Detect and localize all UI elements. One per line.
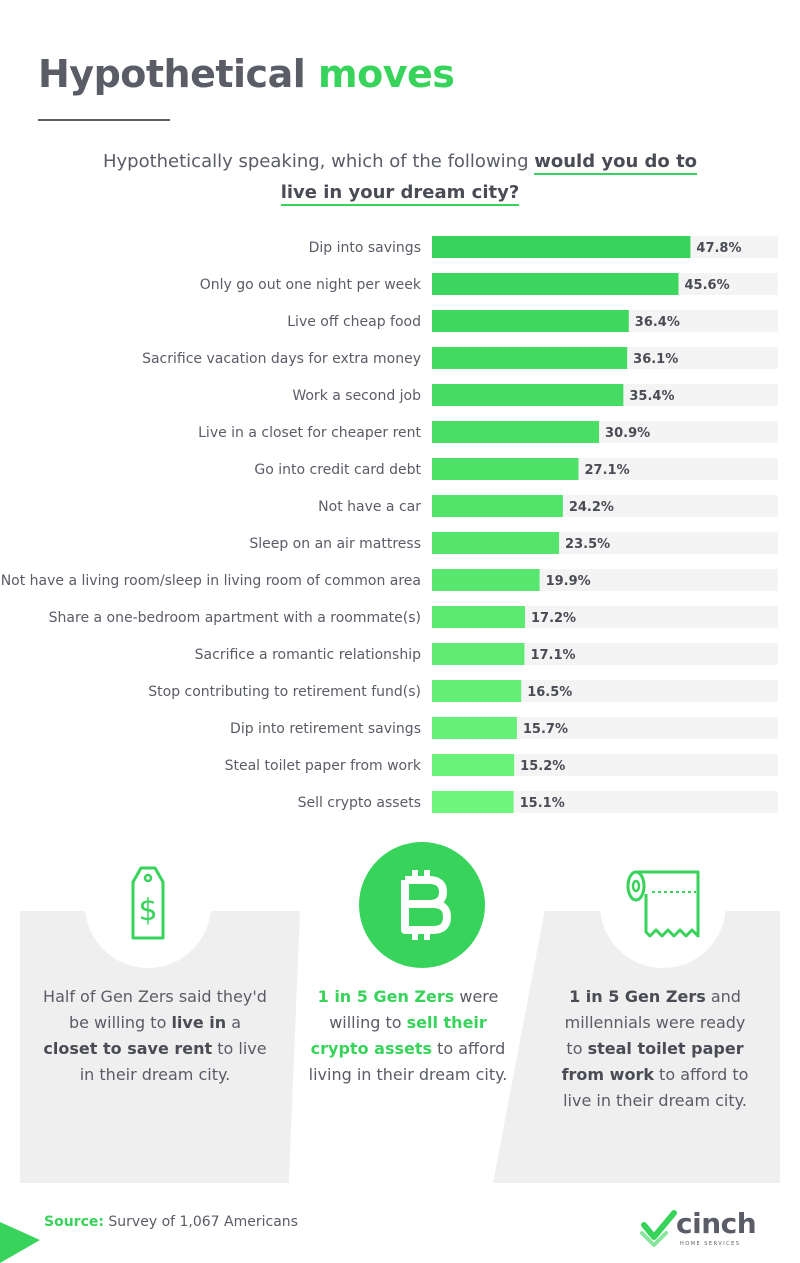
corner-chevron-icon <box>0 1222 40 1263</box>
bar <box>432 421 600 443</box>
category-label: Live in a closet for cheaper rent <box>198 425 421 441</box>
value-label: 15.1% <box>520 796 565 811</box>
bar <box>432 310 629 332</box>
category-label: Steal toilet paper from work <box>225 758 422 774</box>
stat-text-toilet-paper: 1 in 5 Gen Zers and millennials were rea… <box>561 987 749 1110</box>
category-label: Sell crypto assets <box>298 795 421 811</box>
chart-question: Hypothetically speaking, which of the fo… <box>60 146 740 208</box>
category-label: Work a second job <box>292 388 421 404</box>
value-label: 24.2% <box>569 500 614 515</box>
bar <box>432 495 563 517</box>
bitcoin-icon-circle <box>359 842 485 968</box>
value-label: 16.5% <box>527 685 572 700</box>
value-label: 19.9% <box>546 574 591 589</box>
checkmark-logo-icon <box>640 1210 677 1247</box>
price-tag-icon: $ <box>131 866 165 940</box>
category-label: Dip into savings <box>309 240 421 256</box>
bar <box>432 236 691 258</box>
bar <box>432 458 579 480</box>
cinch-logo: cinch HOME SERVICES <box>640 1205 760 1251</box>
value-label: 35.4% <box>629 389 674 404</box>
value-label: 36.4% <box>635 315 680 330</box>
bar <box>432 643 525 665</box>
value-label: 15.2% <box>520 759 565 774</box>
value-label: 45.6% <box>685 278 730 293</box>
category-label: Live off cheap food <box>287 314 421 330</box>
category-label: Not have a car <box>318 499 421 515</box>
toilet-paper-icon <box>626 870 700 938</box>
page-title: Hypothetical moves <box>38 52 455 96</box>
bar <box>432 680 522 702</box>
stat-text-closet: Half of Gen Zers said they'd be willing … <box>43 987 267 1084</box>
value-label: 30.9% <box>605 426 650 441</box>
bar-track <box>432 791 778 813</box>
category-label: Sacrifice a romantic relationship <box>195 647 421 663</box>
value-label: 15.7% <box>523 722 568 737</box>
bar <box>432 273 679 295</box>
bar <box>432 717 517 739</box>
category-label: Only go out one night per week <box>200 277 422 293</box>
category-label: Sleep on an air mattress <box>249 536 421 552</box>
category-label: Dip into retirement savings <box>230 721 421 737</box>
title-underline <box>38 119 170 121</box>
value-label: 17.2% <box>531 611 576 626</box>
svg-text:$: $ <box>138 893 157 928</box>
toilet-paper-icon-circle <box>600 842 726 968</box>
category-label: Not have a living room/sleep in living r… <box>1 573 421 589</box>
category-label: Sacrifice vacation days for extra money <box>142 351 421 367</box>
stat-text-crypto: 1 in 5 Gen Zers were willing to sell the… <box>308 987 508 1084</box>
bar-chart: Dip into savings 47.8% Only go out one nig… <box>1 236 778 813</box>
source-note: Source: Survey of 1,067 Americans <box>44 1214 298 1230</box>
bar-track <box>432 717 778 739</box>
value-label: 17.1% <box>530 648 575 663</box>
value-label: 36.1% <box>633 352 678 367</box>
category-label: Go into credit card debt <box>254 462 421 478</box>
value-label: 23.5% <box>565 537 610 552</box>
bar <box>432 384 624 406</box>
bitcoin-icon <box>401 870 451 940</box>
bar <box>432 754 515 776</box>
bar <box>432 532 560 554</box>
bar <box>432 606 525 628</box>
bar-track <box>432 754 778 776</box>
bar <box>432 347 628 369</box>
category-label: Share a one-bedroom apartment with a roo… <box>49 610 421 626</box>
value-label: 47.8% <box>696 241 741 256</box>
bar <box>432 569 540 591</box>
value-label: 27.1% <box>585 463 630 478</box>
price-tag-icon-circle: $ <box>85 842 211 968</box>
category-label: Stop contributing to retirement fund(s) <box>148 684 421 700</box>
bar <box>432 791 514 813</box>
